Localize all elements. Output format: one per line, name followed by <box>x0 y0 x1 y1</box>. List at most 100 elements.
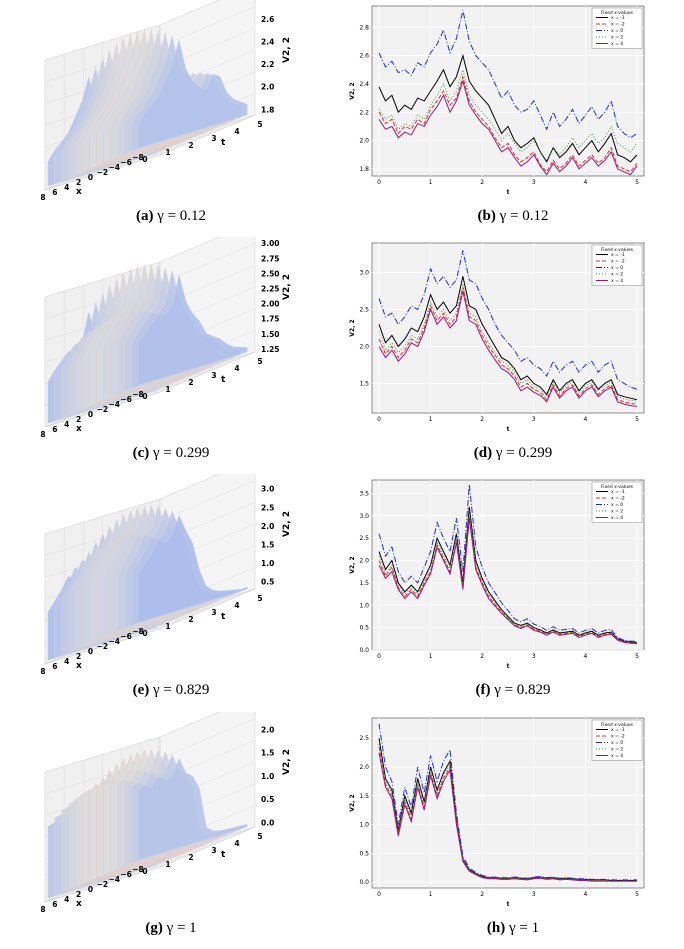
x-tick-label: 4 <box>64 183 69 192</box>
chart-svg-b: 0 1 2 3 4 5 1.8 2.0 2.2 2.4 2.6 2.8 t V2, 2 Fixed x-va… <box>349 5 645 196</box>
surface-slice <box>137 514 248 623</box>
y-axis-label: t <box>221 612 226 622</box>
x-tick-label: 3 <box>532 416 536 423</box>
grid-line <box>159 718 256 759</box>
chart-svg-e: −8−6−4−2024680123450.51.01.52.02.53.03.5… <box>40 474 292 674</box>
y-tick-label: 0.0 <box>359 879 369 886</box>
chart-svg-a: −8−6−4−2024680123451.82.02.22.42.62.8xtV… <box>40 0 292 200</box>
series-line-3 <box>378 283 638 402</box>
y-tick-label: 5 <box>257 120 262 129</box>
y-tick-label: 5 <box>257 357 262 366</box>
caption-a: (a) γ = 0.12 <box>0 208 342 225</box>
y-tick-label: 3.0 <box>359 270 369 277</box>
legend-entry: x = 4 <box>611 515 623 521</box>
legend-entry: x = -2 <box>611 259 625 265</box>
y-tick-label: 5 <box>257 832 262 841</box>
x-axis-label: t <box>507 663 510 670</box>
x-axis-label: x <box>76 187 82 197</box>
legend-box <box>591 7 643 49</box>
y-tick-label: 1 <box>165 860 170 869</box>
chart-panel-f: 0 1 2 3 4 5 0.0 0.5 1.0 1.5 2.0 2.5 3.0 3.5 t V2, 2 Fixe… <box>342 474 684 674</box>
z-tick-label: 2.0 <box>261 726 274 735</box>
x-tick-label: 6 <box>52 662 57 671</box>
z-tick-label: 1.8 <box>261 105 274 114</box>
y-tick-label: 1.5 <box>359 580 369 587</box>
legend-title: Fixed x-values <box>601 247 634 253</box>
z-axis-label: V2, 2 <box>282 511 292 537</box>
y-axis-label: V2, 2 <box>349 556 356 573</box>
series-line-2 <box>378 723 637 881</box>
series-line-0 <box>378 738 637 881</box>
x-tick-label: 4 <box>583 653 587 660</box>
y-tick-label: 0.0 <box>359 647 369 654</box>
y-tick-label: 5 <box>257 594 262 603</box>
x-tick-label: −2 <box>97 880 109 889</box>
y-tick-label: 2.0 <box>359 138 369 145</box>
y-tick-label: 0 <box>142 155 147 164</box>
y-tick-label: 3.0 <box>359 513 369 520</box>
caption-label: (c) <box>132 445 150 461</box>
y-tick-label: 2 <box>188 141 193 150</box>
x-tick-label: 3 <box>532 891 536 898</box>
legend-entry: x = 4 <box>611 753 623 759</box>
x-tick-label: 2 <box>76 652 81 661</box>
x-tick-label: −4 <box>108 163 120 172</box>
caption-c: (c) γ = 0.299 <box>0 445 342 462</box>
legend-box <box>591 481 643 523</box>
y-tick-label: 4 <box>234 839 239 848</box>
series-line-4 <box>378 752 637 882</box>
series-line-2 <box>378 250 638 390</box>
caption-e: (e) γ = 0.829 <box>0 682 342 699</box>
legend-entry: x = 2 <box>611 272 623 278</box>
caption-label: (g) <box>145 920 163 936</box>
y-tick-label: 1.8 <box>359 166 369 173</box>
x-tick-label: 6 <box>52 425 57 434</box>
series-line-1 <box>378 515 638 644</box>
series-line-3 <box>378 67 638 162</box>
legend-entry: x = 0 <box>611 28 623 34</box>
x-tick-label: 2 <box>76 178 81 187</box>
y-tick-label: 4 <box>234 601 239 610</box>
grid-line <box>159 480 256 521</box>
y-tick-label: 2.5 <box>359 307 369 314</box>
x-tick-label: 0 <box>88 885 93 894</box>
y-tick-label: 0.5 <box>359 850 369 857</box>
x-tick-label: 0 <box>88 647 93 656</box>
x-tick-label: 2 <box>480 416 484 423</box>
series-line-2 <box>378 484 638 642</box>
series-line-0 <box>378 276 638 401</box>
series-line-0 <box>378 506 638 643</box>
z-axis-label: V2, 2 <box>282 274 292 300</box>
x-axis-label: x <box>76 424 82 434</box>
caption-gamma: γ = 0.12 <box>157 208 207 224</box>
legend-entry: x = -2 <box>611 496 625 502</box>
chart-panel-c: −8 −6 −4 −2 0 2 4 6 8 0 1 2 3 4 5 1.25 1.50 1.75 2.00 2.25 2… <box>0 237 342 437</box>
caption-label: (f) <box>475 682 491 698</box>
x-tick-label: −8 <box>132 153 144 162</box>
caption-f: (f) γ = 0.829 <box>342 682 684 699</box>
series-line-1 <box>378 287 638 405</box>
legend-entry: x = 2 <box>611 35 623 41</box>
y-tick-label: 1.5 <box>359 380 369 387</box>
x-tick-label: 4 <box>64 657 69 666</box>
x-tick-label: −8 <box>132 390 144 399</box>
x-axis-label: t <box>507 426 510 433</box>
x-tick-label: −4 <box>108 400 120 409</box>
chart-svg-g: −8−6−4−2024680123450.00.51.01.52.02.5xtV… <box>40 712 292 912</box>
chart-svg-h: 0 1 2 3 4 5 0.0 0.5 1.0 1.5 2.0 2.5 t V2, 2 Fixed x-va… <box>349 717 645 908</box>
caption-gamma: γ = 0.299 <box>495 445 553 461</box>
caption-h: (h) γ = 1 <box>342 920 684 937</box>
x-tick-label: 6 <box>52 900 57 909</box>
x-tick-label: 5 <box>635 179 639 186</box>
legend-entry: x = 0 <box>611 502 623 508</box>
y-tick-label: 0 <box>142 629 147 638</box>
x-axis-label: t <box>507 189 510 196</box>
x-axis-label: t <box>507 901 510 908</box>
y-tick-label: 3.5 <box>359 490 369 497</box>
x-tick-label: 2 <box>76 415 81 424</box>
series-line-1 <box>378 746 637 882</box>
x-tick-label: 8 <box>40 430 45 437</box>
y-tick-label: 2.0 <box>359 764 369 771</box>
legend-entry: x = -2 <box>611 734 625 740</box>
x-axis-label: x <box>76 899 82 909</box>
